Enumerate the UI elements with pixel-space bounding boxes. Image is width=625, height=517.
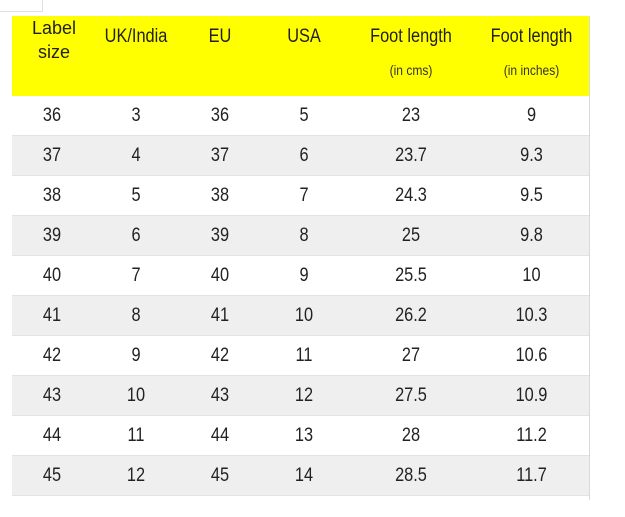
cell-foot-length-cm: 23 — [401, 105, 421, 126]
cell-foot-length-inches: 11.2 — [516, 425, 547, 446]
cell-usa: 13 — [294, 425, 314, 446]
table-row: 36 3 36 5 23 9 — [12, 96, 589, 136]
cell-foot-length-cm: 25 — [401, 225, 421, 246]
table-row: 39 6 39 8 25 9.8 — [12, 216, 589, 256]
table-row: 40 7 40 9 25.5 10 — [12, 256, 589, 296]
cell-foot-length-inches: 11.7 — [516, 465, 547, 486]
cell-uk-india: 5 — [131, 185, 141, 206]
cell-usa: 9 — [299, 265, 309, 286]
cell-usa: 5 — [299, 105, 309, 126]
cell-foot-length-cm: 27 — [401, 345, 421, 366]
cell-foot-length-cm: 25.5 — [395, 265, 427, 286]
cell-foot-length-inches: 9 — [526, 105, 537, 126]
cell-eu: 36 — [210, 105, 230, 126]
cell-foot-length-cm: 23.7 — [395, 145, 427, 166]
table-header-row: Label size UK/India EU USA Foot length (… — [12, 16, 589, 96]
header-label-size: Label size — [24, 16, 84, 64]
cell-uk-india: 8 — [131, 305, 141, 326]
cell-foot-length-cm: 28.5 — [395, 465, 427, 486]
header-label-size-line2: size — [37, 42, 70, 62]
cell-label-size: 40 — [42, 265, 62, 286]
cell-label-size: 38 — [42, 185, 62, 206]
table-row: 37 4 37 6 23.7 9.3 — [12, 136, 589, 176]
cell-foot-length-inches: 9.3 — [520, 145, 543, 166]
cell-label-size: 39 — [42, 225, 62, 246]
cell-foot-length-inches: 10.9 — [515, 385, 548, 406]
cell-eu: 42 — [210, 345, 230, 366]
cell-foot-length-cm: 27.5 — [395, 385, 427, 406]
cell-eu: 39 — [210, 225, 230, 246]
cell-uk-india: 4 — [131, 145, 141, 166]
cell-foot-length-inches: 10.3 — [515, 305, 548, 326]
header-foot-length-inches: Foot length (in inches) — [490, 26, 573, 78]
cell-usa: 7 — [299, 185, 309, 206]
table-row: 38 5 38 7 24.3 9.5 — [12, 176, 589, 216]
cell-foot-length-inches: 9.5 — [520, 185, 543, 206]
cell-foot-length-cm: 26.2 — [395, 305, 427, 326]
cell-usa: 8 — [299, 225, 309, 246]
table-body: 36 3 36 5 23 9 37 4 37 6 23.7 9.3 38 5 3… — [12, 96, 589, 496]
cell-label-size: 42 — [42, 345, 62, 366]
cell-uk-india: 7 — [131, 265, 141, 286]
header-uk-india: UK/India — [104, 26, 168, 47]
cell-uk-india: 3 — [131, 105, 141, 126]
header-usa: USA — [287, 26, 321, 47]
cell-foot-length-inches: 10 — [522, 265, 541, 286]
size-chart-table: Label size UK/India EU USA Foot length (… — [12, 16, 590, 500]
cell-eu: 44 — [210, 425, 230, 446]
cell-uk-india: 11 — [127, 425, 145, 446]
cell-usa: 12 — [294, 385, 314, 406]
cell-usa: 11 — [295, 345, 313, 366]
corner-tab-outline — [0, 0, 43, 12]
cell-foot-length-cm: 24.3 — [395, 185, 427, 206]
cell-uk-india: 6 — [131, 225, 141, 246]
table-row: 41 8 41 10 26.2 10.3 — [12, 296, 589, 336]
cell-label-size: 41 — [42, 305, 62, 326]
cell-label-size: 36 — [42, 105, 62, 126]
cell-eu: 40 — [210, 265, 230, 286]
cell-usa: 14 — [294, 465, 314, 486]
header-eu: EU — [208, 26, 232, 47]
cell-foot-length-inches: 10.6 — [515, 345, 548, 366]
table-row: 45 12 45 14 28.5 11.7 — [12, 456, 589, 496]
header-label-size-line1: Label — [31, 18, 77, 38]
cell-usa: 6 — [299, 145, 309, 166]
cell-label-size: 44 — [42, 425, 62, 446]
cell-usa: 10 — [294, 305, 314, 326]
table-row: 44 11 44 13 28 11.2 — [12, 416, 589, 456]
cell-eu: 37 — [210, 145, 230, 166]
header-foot-length-cm: Foot length (in cms) — [370, 26, 452, 78]
table-row: 43 10 43 12 27.5 10.9 — [12, 376, 589, 416]
cell-uk-india: 10 — [126, 385, 146, 406]
cell-label-size: 43 — [42, 385, 62, 406]
cell-eu: 41 — [210, 305, 230, 326]
cell-eu: 45 — [210, 465, 230, 486]
cell-eu: 38 — [210, 185, 230, 206]
table-row: 42 9 42 11 27 10.6 — [12, 336, 589, 376]
cell-label-size: 37 — [42, 145, 62, 166]
cell-foot-length-inches: 9.8 — [520, 225, 543, 246]
cell-label-size: 45 — [42, 465, 62, 486]
cell-foot-length-cm: 28 — [401, 425, 421, 446]
cell-eu: 43 — [210, 385, 230, 406]
cell-uk-india: 12 — [126, 465, 146, 486]
cell-uk-india: 9 — [131, 345, 141, 366]
